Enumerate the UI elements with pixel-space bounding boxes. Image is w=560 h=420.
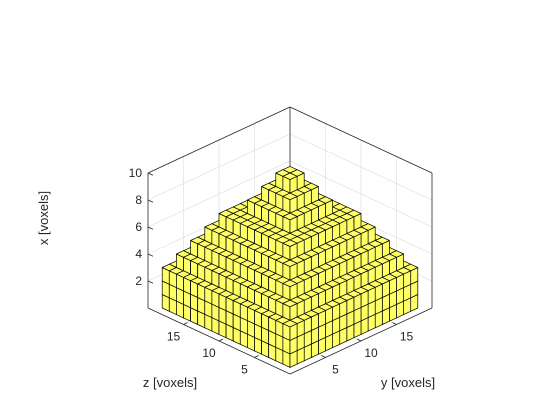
voxel-top — [282, 239, 298, 247]
x-tick-mark — [147, 226, 154, 230]
y-tick-label: 15 — [400, 330, 414, 344]
voxel-top — [282, 192, 298, 201]
voxel-top — [282, 212, 298, 221]
x-tick-label: 4 — [135, 247, 142, 261]
box-edge — [147, 106, 291, 174]
y-tick-label: 10 — [364, 346, 378, 360]
voxel-surface — [161, 166, 419, 368]
z-tick-label: 15 — [167, 330, 181, 344]
z-tick-mark — [218, 338, 224, 342]
y-tick-label: 5 — [332, 363, 339, 377]
x-tick-label: 6 — [135, 220, 142, 234]
box-edge — [289, 106, 433, 174]
voxel-top — [282, 172, 298, 180]
voxel-top — [282, 299, 298, 308]
z-tick-label: 5 — [241, 363, 248, 377]
z-tick-mark — [254, 355, 259, 358]
y-tick-mark — [392, 322, 397, 325]
z-axis-label: z [voxels] — [143, 375, 197, 390]
y-axis-label: y [voxels] — [381, 375, 435, 390]
voxel-top — [282, 319, 298, 328]
y-tick-mark — [356, 338, 362, 342]
x-tick-mark — [147, 172, 154, 176]
z-tick-label: 10 — [202, 346, 216, 360]
voxel-top — [282, 279, 298, 288]
x-tick-mark — [147, 199, 154, 203]
x-tick-mark — [147, 280, 154, 284]
x-axis-label: x [voxels] — [36, 191, 51, 245]
voxel-top — [282, 259, 298, 267]
tick-labels: 2 4 6 8 10 5 10 15 5 10 15 — [129, 166, 414, 377]
x-tick-label: 2 — [135, 274, 142, 288]
x-tick-label: 8 — [135, 193, 142, 207]
z-tick-mark — [183, 322, 188, 325]
y-tick-mark — [321, 355, 326, 358]
x-tick-mark — [147, 253, 154, 257]
x-tick-label: 10 — [129, 166, 143, 180]
